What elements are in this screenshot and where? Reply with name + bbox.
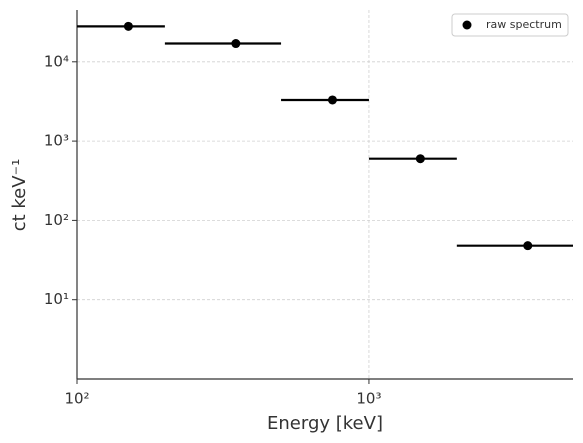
data-point	[327, 95, 337, 105]
legend-box	[451, 13, 569, 37]
y-tick-label: 10⁴	[44, 52, 69, 70]
y-axis-label: ct keV⁻¹	[9, 159, 30, 232]
data-point	[523, 241, 533, 251]
x-axis-label: Energy [keV]	[267, 413, 383, 434]
legend-label: raw spectrum	[486, 18, 562, 31]
data-point	[415, 154, 425, 164]
y-tick-label: 10²	[44, 211, 69, 229]
y-tick-label: 10³	[44, 132, 69, 150]
data-point	[231, 39, 241, 49]
y-tick-label: 10¹	[44, 290, 69, 308]
x-tick-label: 10²	[64, 390, 89, 408]
x-tick-label: 10³	[356, 390, 381, 408]
legend-marker	[462, 20, 472, 30]
data-point	[123, 21, 133, 31]
